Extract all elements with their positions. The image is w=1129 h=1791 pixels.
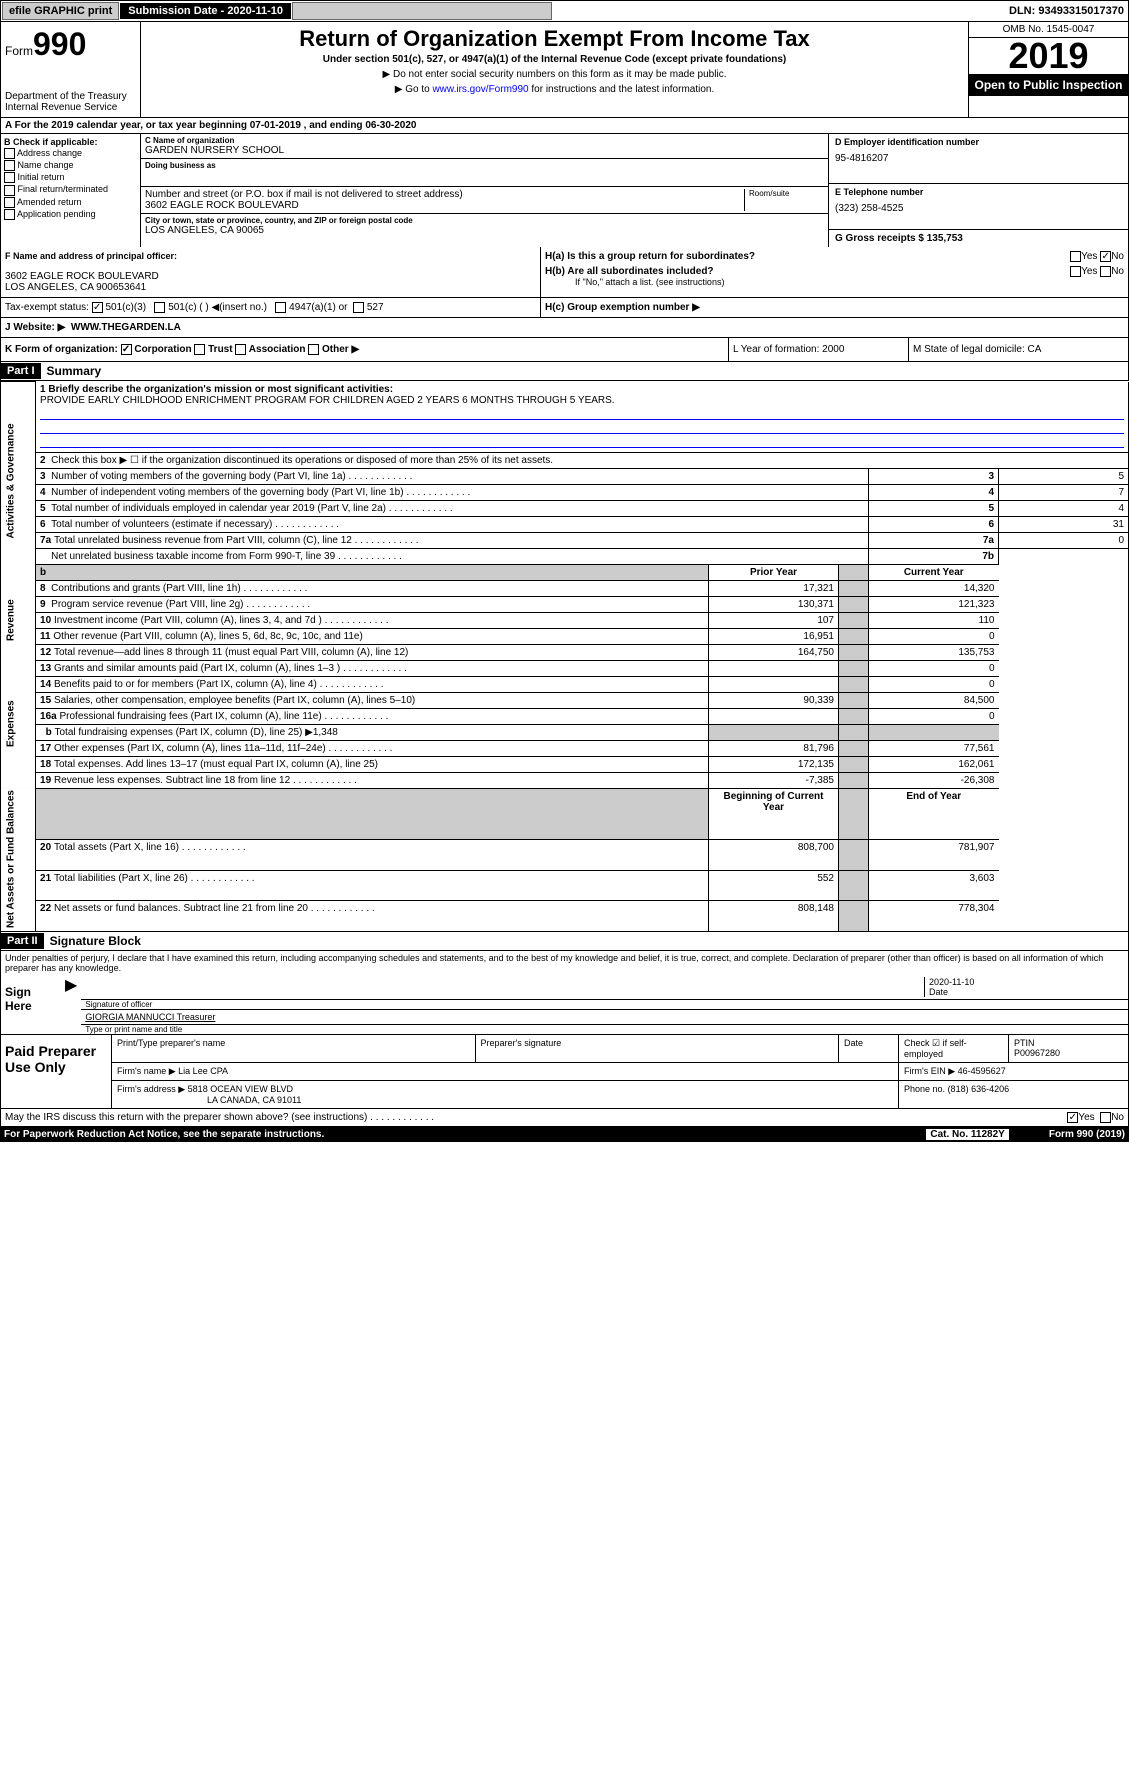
officer-addr2: LOS ANGELES, CA 900653641 bbox=[5, 282, 536, 293]
hc-label: H(c) Group exemption number ▶ bbox=[545, 302, 700, 313]
phone-value: (323) 258-4525 bbox=[835, 203, 1122, 214]
officer-signature-name: GIORGIA MANNUCCI Treasurer bbox=[85, 1012, 215, 1022]
top-bar: efile GRAPHIC print Submission Date - 20… bbox=[0, 0, 1129, 22]
signature-section: Under penalties of perjury, I declare th… bbox=[0, 951, 1129, 1127]
state-domicile: M State of legal domicile: CA bbox=[908, 338, 1128, 361]
efile-button[interactable]: efile GRAPHIC print bbox=[2, 2, 119, 20]
part2-header: Part II Signature Block bbox=[0, 932, 1129, 951]
discuss-question: May the IRS discuss this return with the… bbox=[5, 1112, 434, 1123]
instruction-1: ▶ Do not enter social security numbers o… bbox=[145, 69, 964, 80]
irs-link[interactable]: www.irs.gov/Form990 bbox=[432, 84, 528, 95]
phone-label: E Telephone number bbox=[835, 187, 1122, 197]
form-subtitle: Under section 501(c), 527, or 4947(a)(1)… bbox=[145, 54, 964, 65]
blank-button bbox=[292, 2, 552, 20]
form-title: Return of Organization Exempt From Incom… bbox=[145, 26, 964, 52]
form-header: Form990 Department of the Treasury Inter… bbox=[0, 22, 1129, 118]
ein-label: D Employer identification number bbox=[835, 137, 1122, 147]
room-label: Room/suite bbox=[744, 189, 824, 211]
year-formation: L Year of formation: 2000 bbox=[728, 338, 908, 361]
paid-preparer-label: Paid Preparer Use Only bbox=[1, 1035, 111, 1108]
addr-label: Number and street (or P.O. box if mail i… bbox=[145, 189, 744, 200]
dln: DLN: 93493315017370 bbox=[1009, 5, 1128, 17]
summary-table: Activities & Governance 1 Briefly descri… bbox=[0, 381, 1129, 932]
firm-ein: 46-4595627 bbox=[958, 1066, 1006, 1076]
dept-label: Department of the Treasury Internal Reve… bbox=[5, 91, 136, 113]
catalog-number: Cat. No. 11282Y bbox=[926, 1129, 1008, 1140]
check-column: B Check if applicable: Address change Na… bbox=[1, 134, 141, 247]
firm-name: Lia Lee CPA bbox=[178, 1066, 228, 1076]
org-name: GARDEN NURSERY SCHOOL bbox=[145, 145, 824, 156]
instruction-2: ▶ Go to www.irs.gov/Form990 for instruct… bbox=[145, 84, 964, 95]
gross-receipts: G Gross receipts $ 135,753 bbox=[835, 233, 963, 244]
ein-value: 95-4816207 bbox=[835, 153, 1122, 164]
sign-here-label: Sign Here bbox=[1, 975, 61, 1034]
mission-text: PROVIDE EARLY CHILDHOOD ENRICHMENT PROGR… bbox=[40, 395, 615, 406]
form-label: Form bbox=[5, 44, 33, 58]
status-row: Tax-exempt status: ✓ 501(c)(3) 501(c) ( … bbox=[0, 298, 1129, 318]
open-public: Open to Public Inspection bbox=[969, 74, 1128, 96]
korg-row: K Form of organization: ✓ Corporation Tr… bbox=[0, 338, 1129, 362]
sidebar-governance: Activities & Governance bbox=[1, 382, 36, 581]
officer-addr1: 3602 EAGLE ROCK BOULEVARD bbox=[5, 271, 536, 282]
declaration: Under penalties of perjury, I declare th… bbox=[1, 951, 1128, 975]
org-name-label: C Name of organization bbox=[145, 136, 824, 145]
firm-addr1: 5818 OCEAN VIEW BLVD bbox=[188, 1084, 293, 1094]
firm-phone: (818) 636-4206 bbox=[948, 1084, 1010, 1094]
sidebar-expenses: Expenses bbox=[1, 660, 36, 788]
officer-label: F Name and address of principal officer: bbox=[5, 251, 536, 261]
firm-addr2: LA CANADA, CA 91011 bbox=[207, 1095, 301, 1105]
website-row: J Website: ▶ WWW.THEGARDEN.LA bbox=[0, 318, 1129, 338]
part1-header: Part I Summary bbox=[0, 362, 1129, 381]
form-footer: Form 990 (2019) bbox=[1049, 1129, 1125, 1140]
footer-bar: For Paperwork Reduction Act Notice, see … bbox=[0, 1127, 1129, 1142]
period-row: A For the 2019 calendar year, or tax yea… bbox=[0, 118, 1129, 134]
website-value: WWW.THEGARDEN.LA bbox=[71, 322, 181, 333]
sidebar-netassets: Net Assets or Fund Balances bbox=[1, 788, 36, 931]
city-state-zip: LOS ANGELES, CA 90065 bbox=[145, 225, 824, 236]
paperwork-notice: For Paperwork Reduction Act Notice, see … bbox=[4, 1129, 324, 1140]
form-number: 990 bbox=[33, 26, 86, 62]
city-label: City or town, state or province, country… bbox=[145, 216, 824, 225]
info-grid: B Check if applicable: Address change Na… bbox=[0, 134, 1129, 247]
submission-date: Submission Date - 2020-11-10 bbox=[120, 3, 291, 19]
ptin-value: P00967280 bbox=[1014, 1048, 1060, 1058]
street-address: 3602 EAGLE ROCK BOULEVARD bbox=[145, 200, 744, 211]
sidebar-revenue: Revenue bbox=[1, 580, 36, 660]
officer-row: F Name and address of principal officer:… bbox=[0, 247, 1129, 298]
dba-label: Doing business as bbox=[145, 161, 824, 170]
tax-year: 2019 bbox=[969, 38, 1128, 74]
